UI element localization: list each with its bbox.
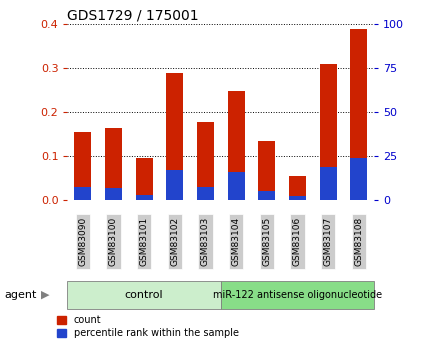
Bar	[349, 158, 366, 200]
Bar	[319, 167, 336, 200]
Bar	[349, 29, 366, 200]
Text: control: control	[125, 290, 163, 300]
Text: GSM83100: GSM83100	[108, 217, 118, 266]
Text: agent: agent	[4, 290, 36, 300]
Bar	[288, 196, 305, 200]
Text: GSM83107: GSM83107	[323, 217, 332, 266]
Text: GSM83090: GSM83090	[78, 217, 87, 266]
Bar	[166, 170, 183, 200]
Bar	[135, 195, 152, 200]
Bar	[105, 128, 122, 200]
Text: GSM83108: GSM83108	[353, 217, 362, 266]
Bar	[135, 158, 152, 200]
Text: GDS1729 / 175001: GDS1729 / 175001	[67, 9, 199, 23]
Bar	[197, 122, 214, 200]
Bar	[258, 141, 275, 200]
Bar	[319, 64, 336, 200]
Text: miR-122 antisense oligonucleotide: miR-122 antisense oligonucleotide	[212, 290, 381, 300]
Text: GSM83105: GSM83105	[262, 217, 271, 266]
Text: ▶: ▶	[41, 290, 50, 300]
FancyBboxPatch shape	[67, 281, 220, 309]
Bar	[227, 91, 244, 200]
FancyBboxPatch shape	[220, 281, 373, 309]
Text: GSM83106: GSM83106	[292, 217, 301, 266]
Bar	[227, 172, 244, 200]
Text: GSM83101: GSM83101	[139, 217, 148, 266]
Bar	[288, 176, 305, 200]
Text: GSM83102: GSM83102	[170, 217, 179, 266]
Bar	[258, 191, 275, 200]
Bar	[74, 187, 91, 200]
Legend: count, percentile rank within the sample: count, percentile rank within the sample	[57, 315, 238, 338]
Bar	[74, 132, 91, 200]
Text: GSM83103: GSM83103	[201, 217, 210, 266]
Text: GSM83104: GSM83104	[231, 217, 240, 266]
Bar	[105, 188, 122, 200]
Bar	[166, 72, 183, 200]
Bar	[197, 187, 214, 200]
